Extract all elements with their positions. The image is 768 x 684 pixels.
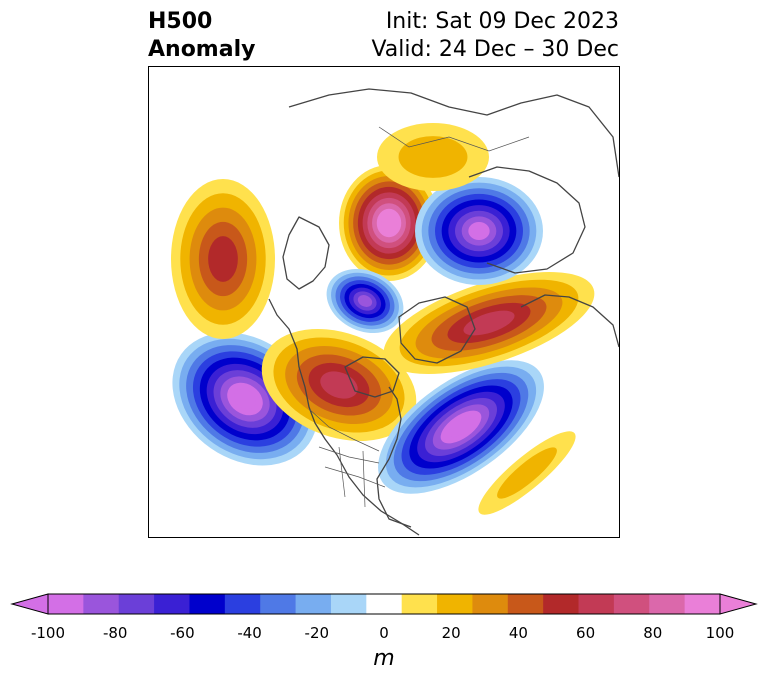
contour-fill [234, 388, 256, 410]
anomaly-negative [326, 268, 404, 334]
anomaly-fields [171, 123, 595, 515]
contour-fill [208, 236, 238, 282]
colorbar-over-arrow [719, 593, 758, 615]
contour-fill [381, 214, 397, 232]
colorbar-cell [437, 594, 473, 614]
colorbar-cell [48, 594, 84, 614]
contour-fill [463, 310, 515, 336]
colorbar-tick-label: 80 [643, 624, 663, 642]
political-borders [308, 126, 530, 508]
coastline-siberia [468, 166, 586, 274]
colorbar-cell [295, 594, 332, 614]
colorbar-cell [189, 594, 226, 614]
colorbar-cell [613, 594, 650, 614]
colorbar-cell [154, 594, 190, 614]
colorbar-cell [330, 594, 367, 614]
coastline-hudson-bay [344, 356, 400, 398]
colorbar-under-arrow [10, 593, 49, 615]
border-us-canada [308, 408, 380, 452]
colorbar-cell [260, 594, 297, 614]
anomaly-negative [378, 360, 544, 494]
colorbar-cell [118, 594, 155, 614]
colorbar-cell [224, 594, 261, 614]
title-line-2: Anomaly [148, 37, 256, 62]
anomaly-negative [415, 177, 543, 285]
coastline-eurasia [288, 88, 619, 178]
contour-fill [398, 136, 468, 178]
coastlines [268, 88, 619, 536]
colorbar-tick-label: 0 [379, 624, 389, 642]
border-us-states-3 [338, 446, 346, 498]
colorbar-cell [366, 594, 403, 614]
contour-fill [357, 295, 373, 307]
title-line-1: H500 [148, 9, 213, 34]
map-panel [148, 66, 620, 538]
colorbar-tick-label: 100 [705, 624, 735, 642]
coastline-greenland [398, 296, 476, 364]
colorbar-unit: m [373, 646, 395, 671]
contour-fill [468, 222, 490, 240]
anomaly-positive [377, 123, 489, 191]
coastline-europe [520, 294, 619, 348]
anomaly-positive [171, 179, 275, 339]
colorbar-cell [578, 594, 615, 614]
colorbar-tick-label: -20 [304, 624, 330, 642]
coastline-na-east [376, 386, 412, 528]
coastline-alaska [282, 216, 330, 290]
colorbar [10, 593, 758, 615]
contour-fill [448, 416, 474, 438]
colorbar-cell [472, 594, 509, 614]
colorbar-tick-label: 20 [441, 624, 461, 642]
valid-range: Valid: 24 Dec – 30 Dec [371, 37, 619, 62]
coastline-na-west [268, 298, 420, 536]
border-us-states-4 [362, 450, 366, 508]
anomaly-negative [172, 332, 318, 466]
colorbar-cell [649, 594, 686, 614]
colorbar-tick-label: -60 [170, 624, 195, 642]
colorbar-cell [83, 594, 120, 614]
map-title: H500 Anomaly [148, 8, 255, 64]
border-us-states-1 [318, 446, 380, 464]
contour-fill [320, 371, 358, 399]
colorbar-tick-label: 60 [576, 624, 596, 642]
anomaly-map [171, 88, 619, 536]
border-russia [378, 126, 530, 152]
border-us-states-2 [324, 466, 386, 488]
colorbar-tick-label: -100 [30, 624, 66, 642]
colorbar-outline [47, 593, 721, 615]
colorbar-cell [543, 594, 580, 614]
colorbar-cell [401, 594, 438, 614]
colorbar-cell [507, 594, 544, 614]
colorbar-tick-label: 40 [508, 624, 528, 642]
colorbar-tick-label: -40 [237, 624, 262, 642]
anomaly-positive [261, 328, 417, 442]
map-dates: Init: Sat 09 Dec 2023 Valid: 24 Dec – 30… [371, 8, 619, 64]
colorbar-cells [10, 593, 758, 615]
contour-fill [497, 447, 557, 499]
colorbar-tick-label: -80 [102, 624, 128, 642]
anomaly-positive [339, 165, 439, 281]
colorbar-cell [684, 594, 721, 614]
init-date: Init: Sat 09 Dec 2023 [385, 9, 619, 34]
anomaly-positive [478, 431, 576, 515]
